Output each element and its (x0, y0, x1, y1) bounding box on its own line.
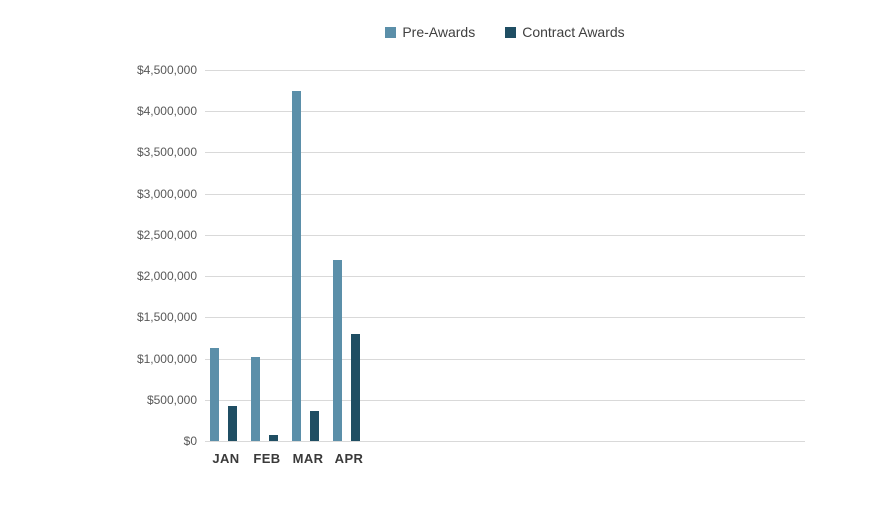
x-axis-labels: JAN FEB MAR APR (205, 451, 805, 473)
gridline (205, 234, 805, 236)
gridline (205, 111, 805, 113)
bar-contract-awards-apr (351, 334, 360, 441)
bar-pre-awards-mar (292, 91, 301, 441)
legend-item-contract-awards: Contract Awards (505, 24, 625, 40)
gridline (205, 70, 805, 71)
plot-area (205, 70, 805, 442)
bar-contract-awards-mar (310, 411, 319, 441)
y-tick-label: $3,500,000 (136, 145, 197, 160)
gridline (205, 441, 805, 442)
bar-pre-awards-feb (251, 357, 260, 441)
y-tick-label: $4,500,000 (136, 63, 197, 77)
legend-label-contract-awards: Contract Awards (522, 24, 625, 40)
chart-legend: Pre-Awards Contract Awards (205, 24, 805, 40)
y-tick-label: $1,500,000 (136, 310, 197, 325)
y-tick-label: $4,000,000 (136, 104, 197, 119)
y-tick-label: $500,000 (146, 392, 197, 407)
y-tick-label: $3,000,000 (136, 186, 197, 201)
y-tick-label: $0 (183, 434, 197, 448)
x-tick-label: MAR (292, 451, 324, 466)
gridline (205, 317, 805, 319)
x-tick-label: JAN (212, 451, 240, 466)
gridline (205, 276, 805, 278)
gridline (205, 358, 805, 360)
legend-swatch-contract-awards-icon (505, 26, 517, 38)
bar-contract-awards-jan (228, 406, 237, 441)
bar-pre-awards-jan (210, 348, 219, 441)
legend-item-pre-awards: Pre-Awards (385, 24, 475, 40)
gridline (205, 193, 805, 195)
y-tick-label: $2,500,000 (136, 227, 197, 242)
y-axis-labels: $0 $500,000 $1,000,000 $1,500,000 $2,000,000… (0, 63, 197, 448)
gridline (205, 152, 805, 154)
bar-contract-awards-feb (269, 435, 278, 441)
x-tick-label: FEB (253, 451, 281, 466)
y-tick-label: $2,000,000 (136, 269, 197, 284)
gridline (205, 399, 805, 401)
legend-swatch-pre-awards-icon (385, 26, 397, 38)
bar-pre-awards-apr (333, 260, 342, 441)
y-tick-label: $1,000,000 (136, 351, 197, 366)
legend-label-pre-awards: Pre-Awards (402, 24, 476, 40)
x-tick-label: APR (334, 451, 364, 466)
